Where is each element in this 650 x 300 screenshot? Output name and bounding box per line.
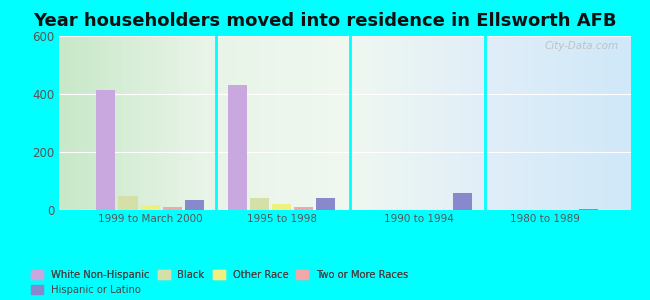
- Text: City-Data.com: City-Data.com: [545, 41, 619, 51]
- Bar: [228, 85, 247, 210]
- Bar: [272, 204, 291, 210]
- Bar: [250, 198, 269, 210]
- Bar: [140, 205, 159, 210]
- Bar: [185, 200, 203, 210]
- Text: Year householders moved into residence in Ellsworth AFB: Year householders moved into residence i…: [33, 12, 617, 30]
- Legend: Hispanic or Latino: Hispanic or Latino: [31, 285, 141, 295]
- Legend: White Non-Hispanic, Black, Other Race, Two or More Races: White Non-Hispanic, Black, Other Race, T…: [31, 270, 409, 280]
- Bar: [454, 193, 473, 210]
- Bar: [316, 198, 335, 210]
- Bar: [579, 208, 598, 210]
- Bar: [118, 196, 138, 210]
- Bar: [162, 207, 181, 210]
- Bar: [96, 90, 116, 210]
- Bar: [294, 207, 313, 210]
